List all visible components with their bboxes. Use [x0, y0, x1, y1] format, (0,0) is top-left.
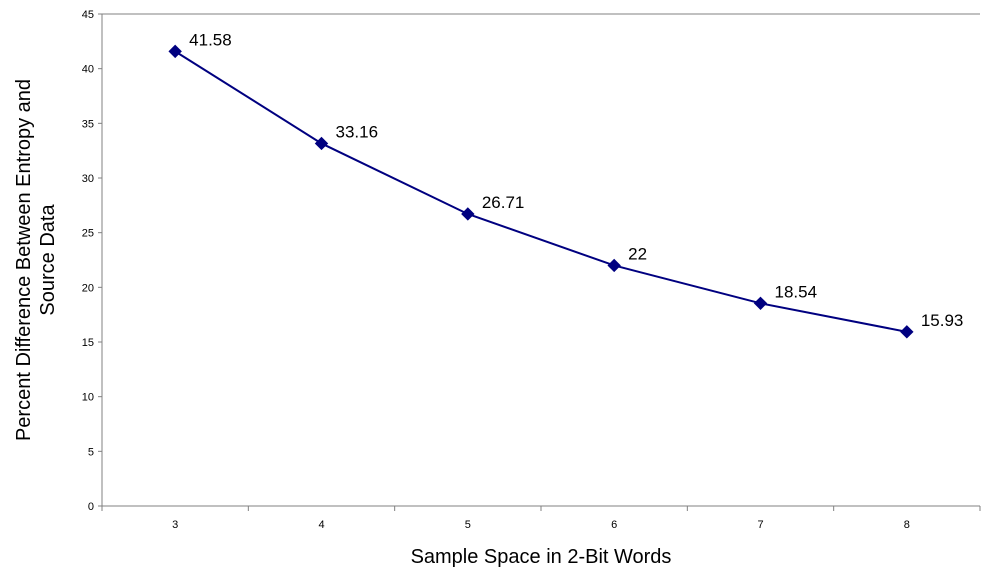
x-tick-label: 6: [611, 519, 617, 531]
data-label: 18.54: [775, 282, 818, 301]
y-tick-label: 45: [82, 9, 94, 21]
x-tick-label: 7: [757, 519, 763, 531]
data-point-marker: [753, 296, 768, 311]
data-point-marker: [461, 207, 475, 221]
y-tick-label: 10: [82, 392, 94, 404]
data-labels-group: 41.58 33.16 26.71 22 18.54 15.93: [189, 30, 963, 329]
y-tick-label: 40: [82, 64, 94, 76]
y-axis-ticks: 0 5 10 15 20 25 30 35 40 45: [82, 9, 102, 513]
y-tick-label: 15: [82, 337, 94, 349]
x-tick-label: 5: [465, 519, 471, 531]
data-label: 22: [628, 244, 647, 263]
y-tick-label: 5: [88, 446, 94, 458]
data-point-marker: [168, 44, 182, 59]
series-line: [174, 50, 908, 333]
x-tick-label: 3: [172, 519, 178, 531]
y-axis-title-line-1: Percent Difference Between Entropy and: [13, 79, 35, 441]
data-label: 41.58: [189, 30, 232, 49]
y-axis-title-line-2: Source Data: [37, 204, 59, 316]
x-axis-title: Sample Space in 2-Bit Words: [411, 546, 672, 568]
data-label: 33.16: [336, 122, 379, 141]
y-tick-label: 20: [82, 282, 94, 294]
y-tick-label: 30: [82, 173, 94, 185]
data-point-marker: [900, 325, 914, 339]
y-tick-label: 0: [88, 501, 94, 513]
data-label: 26.71: [482, 193, 525, 212]
x-tick-label: 4: [318, 519, 324, 531]
data-point-marker: [607, 258, 621, 273]
x-tick-label: 8: [904, 519, 910, 531]
data-label: 15.93: [921, 311, 964, 330]
y-tick-label: 35: [82, 118, 94, 130]
y-tick-label: 25: [82, 228, 94, 240]
x-axis-ticks: 3 4 5 6 7 8: [101, 506, 981, 531]
series-group: [168, 44, 914, 339]
y-axis-title: Percent Difference Between Entropy and S…: [13, 79, 59, 441]
data-point-marker: [314, 136, 329, 151]
